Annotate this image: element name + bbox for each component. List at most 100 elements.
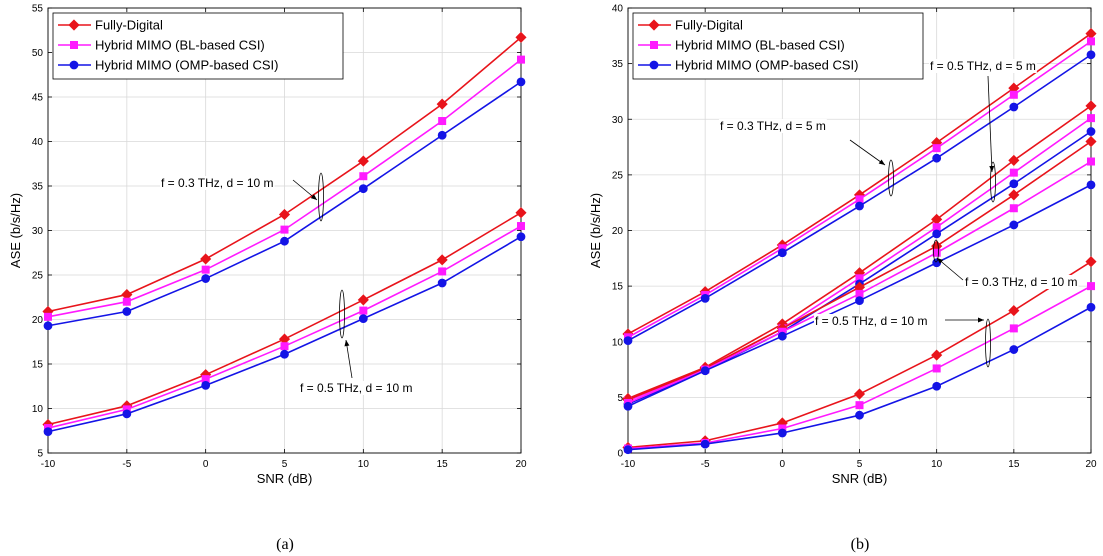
data-point (1009, 168, 1018, 177)
legend-box (632, 12, 924, 80)
legend-item: Hybrid MIMO (OMP-based CSI) (638, 58, 858, 73)
data-point (280, 225, 289, 234)
y-tick-label: 10 (32, 404, 44, 415)
y-tick-label: 40 (612, 4, 624, 15)
legend-marker (649, 60, 659, 70)
data-point (855, 410, 864, 420)
legend-box (52, 12, 344, 80)
y-tick-label: 5 (617, 393, 623, 404)
data-point (932, 229, 942, 239)
data-point (1009, 345, 1019, 354)
annotation-text: f = 0.5 THz, d = 10 m (300, 381, 413, 395)
data-point (357, 294, 369, 306)
data-point (43, 321, 53, 331)
x-tick-label: 10 (358, 459, 370, 470)
y-tick-label: 20 (612, 226, 624, 237)
y-tick-label: 55 (32, 4, 44, 15)
data-point (517, 55, 526, 64)
series-line (623, 50, 1096, 346)
y-tick-label: 15 (612, 282, 624, 293)
x-tick-label: 15 (437, 459, 449, 470)
y-axis-label: ASE (b/s/Hz) (588, 193, 603, 268)
data-point (1085, 135, 1097, 148)
chart-panel-a: -10 -5 0 5 10 15 20 5 10 15 20 25 30 35 40 45 50 55 SNR (d… (8, 4, 527, 487)
annotation-arrow (849, 139, 886, 166)
data-point (932, 364, 941, 373)
y-tick-label: 15 (32, 360, 44, 371)
data-point (357, 155, 369, 167)
data-point (623, 401, 633, 411)
annotation-text-bg (719, 119, 827, 133)
data-point (700, 293, 710, 303)
x-tick-label: 5 (857, 459, 863, 470)
data-point (358, 314, 368, 324)
annotation: f = 0.5 THz, d = 10 m (814, 314, 991, 368)
annotation-arrow (345, 339, 353, 379)
x-tick-label: 10 (931, 459, 943, 470)
annotation-ellipse (318, 172, 324, 222)
data-point (200, 253, 212, 265)
data-point (43, 427, 53, 437)
legend-label: Hybrid MIMO (BL-based CSI) (95, 38, 265, 53)
annotation-text: f = 0.3 THz, d = 5 m (720, 119, 826, 133)
legend-label: Hybrid MIMO (BL-based CSI) (675, 38, 845, 53)
x-tick-label: 20 (1085, 459, 1097, 470)
data-point (437, 278, 447, 288)
data-point (932, 248, 941, 257)
data-point (1085, 256, 1097, 268)
data-point (280, 342, 289, 351)
y-tick-label: 5 (37, 449, 43, 460)
annotation-arrowhead (878, 159, 885, 165)
legend-marker (70, 41, 79, 50)
y-tick-label: 35 (32, 182, 44, 193)
legend-item: Fully-Digital (638, 18, 743, 33)
annotation-arrowhead (989, 165, 995, 172)
data-point (1087, 114, 1096, 123)
annotation-arrow (987, 75, 993, 173)
annotation-text-bg (299, 381, 414, 395)
y-axis-label: ASE (b/s/Hz) (8, 193, 23, 268)
x-tick-label: -10 (621, 459, 636, 470)
data-point (700, 366, 710, 376)
annotation-ellipse (985, 318, 991, 368)
data-point (1086, 302, 1096, 312)
series-line (43, 77, 526, 331)
data-point (777, 248, 787, 258)
annotation-text-bg (929, 59, 1037, 73)
data-point (932, 144, 941, 153)
y-tick-label: 25 (32, 271, 44, 282)
legend: Fully-Digital Hybrid MIMO (BL-based CSI) H… (632, 12, 924, 80)
annotation-text: f = 0.5 THz, d = 5 m (930, 59, 1036, 73)
data-point (359, 306, 368, 315)
data-point (517, 222, 526, 231)
data-point (280, 349, 289, 359)
annotation-text-bg (814, 314, 929, 328)
annotation-text-bg (964, 275, 1079, 289)
annotation: f = 0.3 THz, d = 10 m (933, 239, 1079, 289)
annotation-text: f = 0.3 THz, d = 10 m (161, 176, 274, 190)
data-point (201, 380, 211, 390)
data-point (437, 130, 447, 140)
x-tick-label: -5 (701, 459, 710, 470)
data-point (932, 381, 942, 391)
data-point (700, 439, 710, 449)
y-tick-label: 10 (612, 337, 624, 348)
annotation-text: f = 0.5 THz, d = 10 m (815, 314, 928, 328)
data-point (122, 297, 131, 306)
data-point (1086, 50, 1096, 60)
data-point (438, 117, 447, 126)
x-tick-label: 0 (203, 459, 209, 470)
legend-label: Fully-Digital (95, 18, 163, 33)
series-line (623, 302, 1096, 455)
annotation: f = 0.5 THz, d = 10 m (299, 289, 414, 395)
legend-marker (68, 19, 80, 31)
data-point (436, 98, 448, 110)
data-point (777, 331, 787, 341)
annotation: f = 0.5 THz, d = 5 m (929, 59, 1037, 203)
annotation-arrowhead (344, 340, 350, 347)
legend-item: Hybrid MIMO (BL-based CSI) (58, 38, 265, 53)
data-point (359, 172, 368, 181)
annotation-arrowhead (978, 317, 984, 323)
annotation-text: f = 0.3 THz, d = 10 m (965, 275, 1078, 289)
data-point (1009, 90, 1018, 99)
